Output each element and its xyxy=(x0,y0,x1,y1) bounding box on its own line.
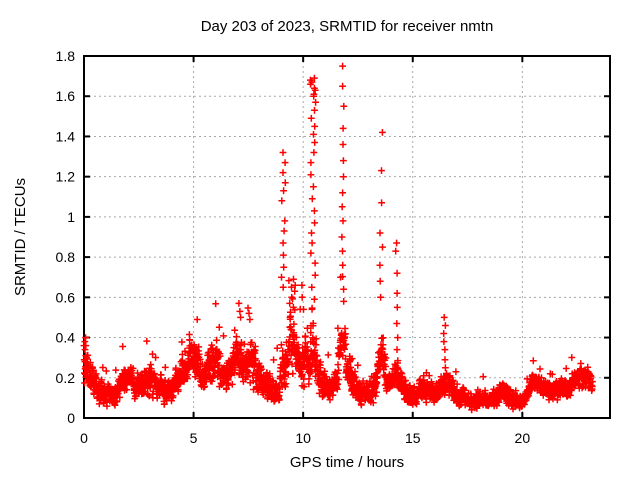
y-tick-label: 1 xyxy=(67,209,75,225)
x-tick-label: 10 xyxy=(295,430,311,446)
chart-title: Day 203 of 2023, SRMTID for receiver nmt… xyxy=(201,18,494,35)
y-tick-label: 0.6 xyxy=(56,289,76,305)
x-tick-label: 0 xyxy=(80,430,88,446)
x-axis-label: GPS time / hours xyxy=(290,454,404,471)
y-tick-label: 1.2 xyxy=(56,169,76,185)
scatter-plus-markers xyxy=(80,62,596,414)
x-tick-label: 20 xyxy=(515,430,531,446)
y-tick-label: 0.8 xyxy=(56,249,76,265)
y-tick-label: 0.4 xyxy=(56,330,76,346)
tick-labels: 0 5 10 15 20 0 0.2 0.4 0.6 0.8 1 1.2 1.4 1.6 1.8 xyxy=(56,48,531,446)
y-tick-label: 1.6 xyxy=(56,88,76,104)
x-tick-label: 15 xyxy=(405,430,421,446)
x-tick-label: 5 xyxy=(190,430,198,446)
data-points xyxy=(80,62,596,414)
y-axis-label: SRMTID / TECUs xyxy=(12,178,29,296)
y-tick-label: 0 xyxy=(67,410,75,426)
y-tick-label: 1.4 xyxy=(56,128,76,144)
y-tick-label: 0.2 xyxy=(56,370,76,386)
plot-border xyxy=(83,55,611,419)
y-tick-label: 1.8 xyxy=(56,48,76,64)
